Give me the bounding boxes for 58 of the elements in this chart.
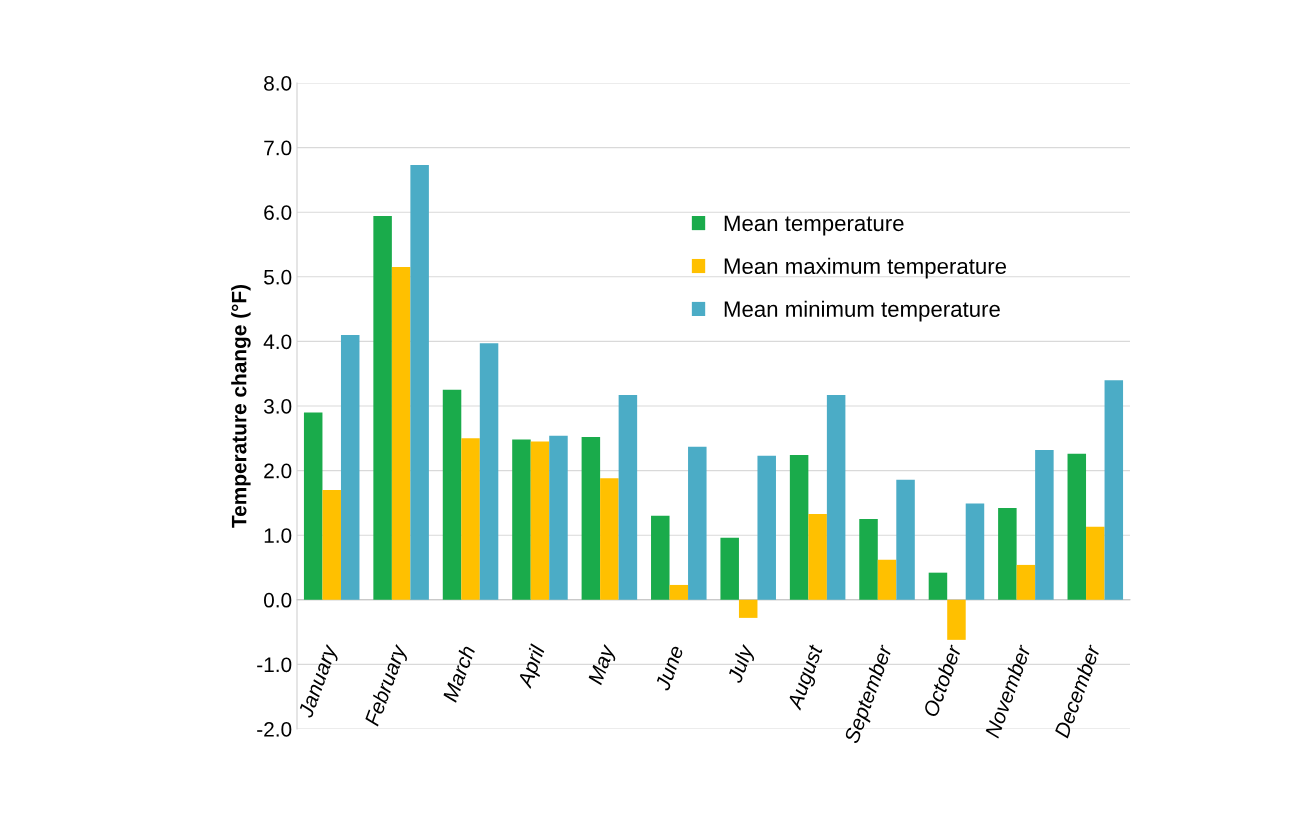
bar [391,267,411,600]
bar [789,455,809,600]
y-tick-label: -1.0 [257,657,292,673]
y-tick-label: 1.0 [264,528,292,543]
bar [896,479,915,600]
y-tick-label: 8.0 [264,76,292,91]
bar [928,572,948,600]
bar [479,343,499,600]
bar [688,446,707,600]
bar [859,519,878,600]
bar [373,216,392,600]
bar [322,489,341,600]
bar [410,165,429,600]
bar [877,559,897,600]
bar [1016,564,1036,600]
y-tick-label: 2.0 [264,463,292,479]
bar [530,441,550,600]
bar [340,334,360,600]
y-axis-title: Temperature change (°F) [231,284,251,528]
x-tick-label: October [922,643,962,718]
bar [965,503,985,600]
y-tick-label: 0.0 [263,592,292,608]
x-tick-label: April [516,643,550,691]
bar [651,515,670,600]
bar [461,438,480,600]
bar [738,599,758,618]
bar [442,389,462,600]
bar [1067,453,1087,600]
bar [947,599,966,640]
x-tick-label: May [587,642,619,687]
bar [669,584,689,600]
bar [1104,380,1124,600]
y-tick-label: 3.0 [263,399,292,414]
x-tick-label: June [654,644,684,692]
bar [303,412,323,600]
x-tick-label: March [441,644,476,703]
y-tick-label: 5.0 [264,269,292,285]
bar [757,455,776,600]
x-tick-label: July [726,642,758,686]
bar [581,437,601,600]
y-tick-label: 7.0 [264,140,292,156]
legend-label: Mean minimum temperature [724,300,1000,322]
y-tick-label: 6.0 [264,205,292,220]
y-tick-label: 4.0 [263,334,292,350]
bar [549,435,568,600]
bar [998,508,1017,600]
legend-label: Mean maximum temperature [724,257,1007,279]
bar [618,395,638,600]
bar [1086,526,1105,600]
bar [512,439,531,600]
x-tick-label: August [786,643,827,713]
bar [600,478,619,600]
bar [720,537,739,600]
bar [1035,449,1054,600]
y-tick-label: -2.0 [257,722,292,737]
legend-label: Mean temperature [724,215,904,236]
bar [808,513,827,600]
bar [826,395,846,600]
